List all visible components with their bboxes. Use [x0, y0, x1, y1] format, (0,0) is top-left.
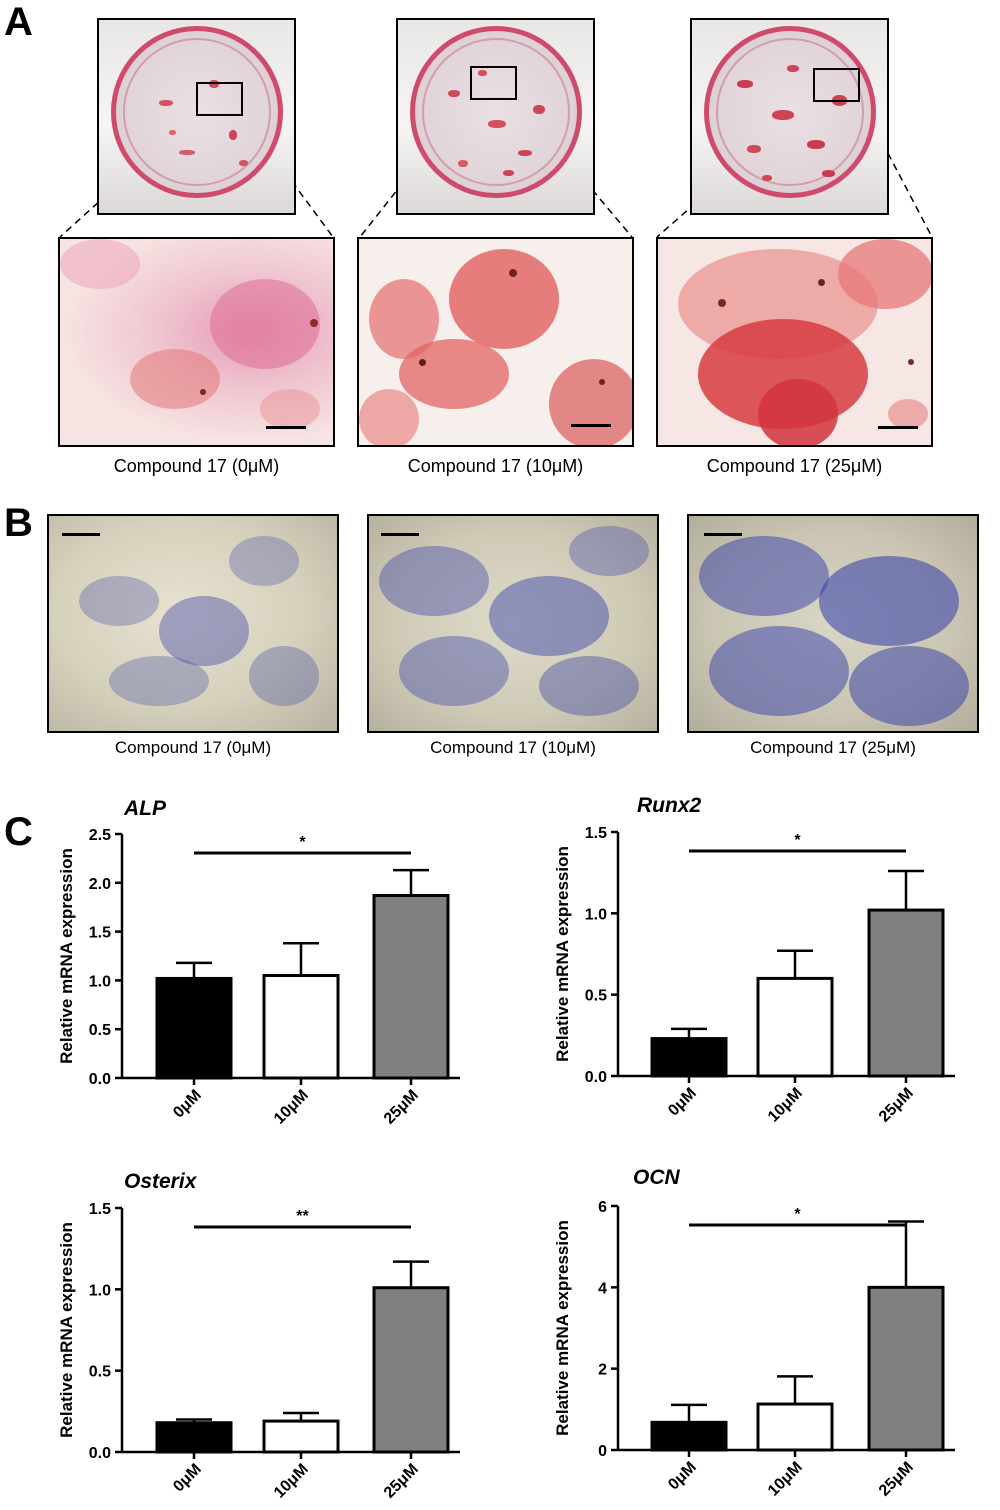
y-tick-label: 0.5 — [585, 988, 607, 1005]
y-tick-label: 1.0 — [89, 973, 111, 990]
panel-b-caption-0um: Compound 17 (0μM) — [114, 738, 272, 757]
category-label-2: 25μM — [381, 1461, 422, 1502]
category-label-0: 0μM — [665, 1085, 700, 1120]
category-label-0: 0μM — [170, 1461, 205, 1496]
culture-dish-photo-0um — [97, 18, 296, 215]
bar-1 — [262, 1419, 340, 1454]
chart-title: ALP — [123, 797, 167, 820]
scale-bar — [381, 533, 419, 536]
category-label-1: 10μM — [271, 1461, 312, 1502]
category-label-2: 25μM — [381, 1087, 422, 1128]
panel-a-caption-0um: Compound 17 (0μM) — [113, 456, 280, 476]
bar-0 — [155, 1421, 233, 1454]
y-tick-label: 0 — [598, 1443, 607, 1460]
bar-1 — [756, 976, 834, 1078]
bar-2 — [372, 893, 450, 1080]
alizarin-red-micrograph-10um — [357, 237, 634, 447]
category-label-0: 0μM — [665, 1459, 700, 1494]
y-tick-label: 1.5 — [89, 1201, 111, 1218]
alp-stain-micrograph-10um — [367, 514, 659, 733]
bar-2 — [372, 1286, 450, 1454]
y-tick-label: 1.5 — [585, 825, 607, 842]
bar-1 — [756, 1402, 834, 1452]
category-label-1: 10μM — [765, 1085, 806, 1126]
panel-b-label: B — [4, 501, 33, 545]
alizarin-red-micrograph-25um — [656, 237, 933, 447]
chart-ocn: OCN Relative mRNA expression 0 2 4 6 0μM 10μM 25… — [553, 1166, 955, 1500]
bar-1 — [262, 974, 340, 1080]
bar-0 — [650, 1037, 728, 1078]
significance-marker: * — [794, 832, 801, 849]
chart-alp: ALP Relative mRNA expression 0.0 0.5 1.0 1.5 2… — [57, 797, 460, 1128]
y-tick-label: 2.0 — [89, 876, 111, 893]
y-tick-label: 4 — [598, 1280, 607, 1297]
y-tick-label: 1.0 — [585, 906, 607, 923]
y-tick-label: 0.5 — [89, 1022, 111, 1039]
bar-0 — [650, 1420, 728, 1452]
alp-stain-micrograph-0um — [47, 514, 339, 733]
culture-dish-photo-25um — [690, 18, 889, 215]
zoom-region-marker — [470, 66, 517, 100]
chart-title: OCN — [633, 1166, 681, 1189]
scale-bar — [571, 424, 611, 427]
y-axis-label: Relative mRNA expression — [553, 1220, 572, 1436]
scale-bar — [62, 533, 100, 536]
bar-2 — [867, 908, 945, 1078]
y-tick-label: 2.5 — [89, 827, 111, 844]
chart-title: Osterix — [124, 1170, 198, 1193]
panel-a-caption-25um: Compound 17 (25μM) — [706, 456, 883, 476]
bar-0 — [155, 976, 233, 1080]
category-label-2: 25μM — [876, 1459, 917, 1500]
significance-marker: ** — [296, 1208, 309, 1225]
chart-title: Runx2 — [637, 794, 702, 817]
y-tick-label: 0.0 — [89, 1445, 111, 1462]
category-label-2: 25μM — [876, 1085, 917, 1126]
y-tick-label: 0.5 — [89, 1364, 111, 1381]
chart-runx2: Runx2 Relative mRNA expression 0.0 0.5 1.0 1.… — [553, 794, 955, 1126]
panel-b-caption-25um: Compound 17 (25μM) — [750, 738, 916, 757]
alizarin-red-micrograph-0um — [58, 237, 335, 447]
y-tick-label: 1.0 — [89, 1282, 111, 1299]
y-axis-label: Relative mRNA expression — [553, 846, 572, 1062]
panel-c-label: C — [4, 810, 33, 854]
y-tick-label: 1.5 — [89, 925, 111, 942]
y-tick-label: 0.0 — [89, 1071, 111, 1088]
significance-marker: * — [299, 834, 306, 851]
zoom-region-marker — [196, 82, 243, 116]
zoom-region-marker — [813, 68, 860, 102]
significance-marker: * — [794, 1206, 801, 1223]
scale-bar — [704, 533, 742, 536]
y-tick-label: 6 — [598, 1199, 607, 1216]
category-label-1: 10μM — [271, 1087, 312, 1128]
bar-2 — [867, 1285, 945, 1452]
alp-stain-micrograph-25um — [687, 514, 979, 733]
y-axis-label: Relative mRNA expression — [57, 1222, 76, 1438]
panel-a-caption-10um: Compound 17 (10μM) — [407, 456, 584, 476]
scale-bar — [878, 426, 918, 429]
y-tick-label: 0.0 — [585, 1069, 607, 1086]
scale-bar — [266, 426, 306, 429]
category-label-1: 10μM — [765, 1459, 806, 1500]
culture-dish-photo-10um — [396, 18, 595, 215]
category-label-0: 0μM — [170, 1087, 205, 1122]
panel-a-label: A — [4, 0, 33, 44]
chart-osterix: Osterix Relative mRNA expression 0.0 0.5 1.0… — [57, 1170, 460, 1502]
y-axis-label: Relative mRNA expression — [57, 848, 76, 1064]
panel-b-caption-10um: Compound 17 (10μM) — [430, 738, 596, 757]
y-tick-label: 2 — [598, 1362, 607, 1379]
